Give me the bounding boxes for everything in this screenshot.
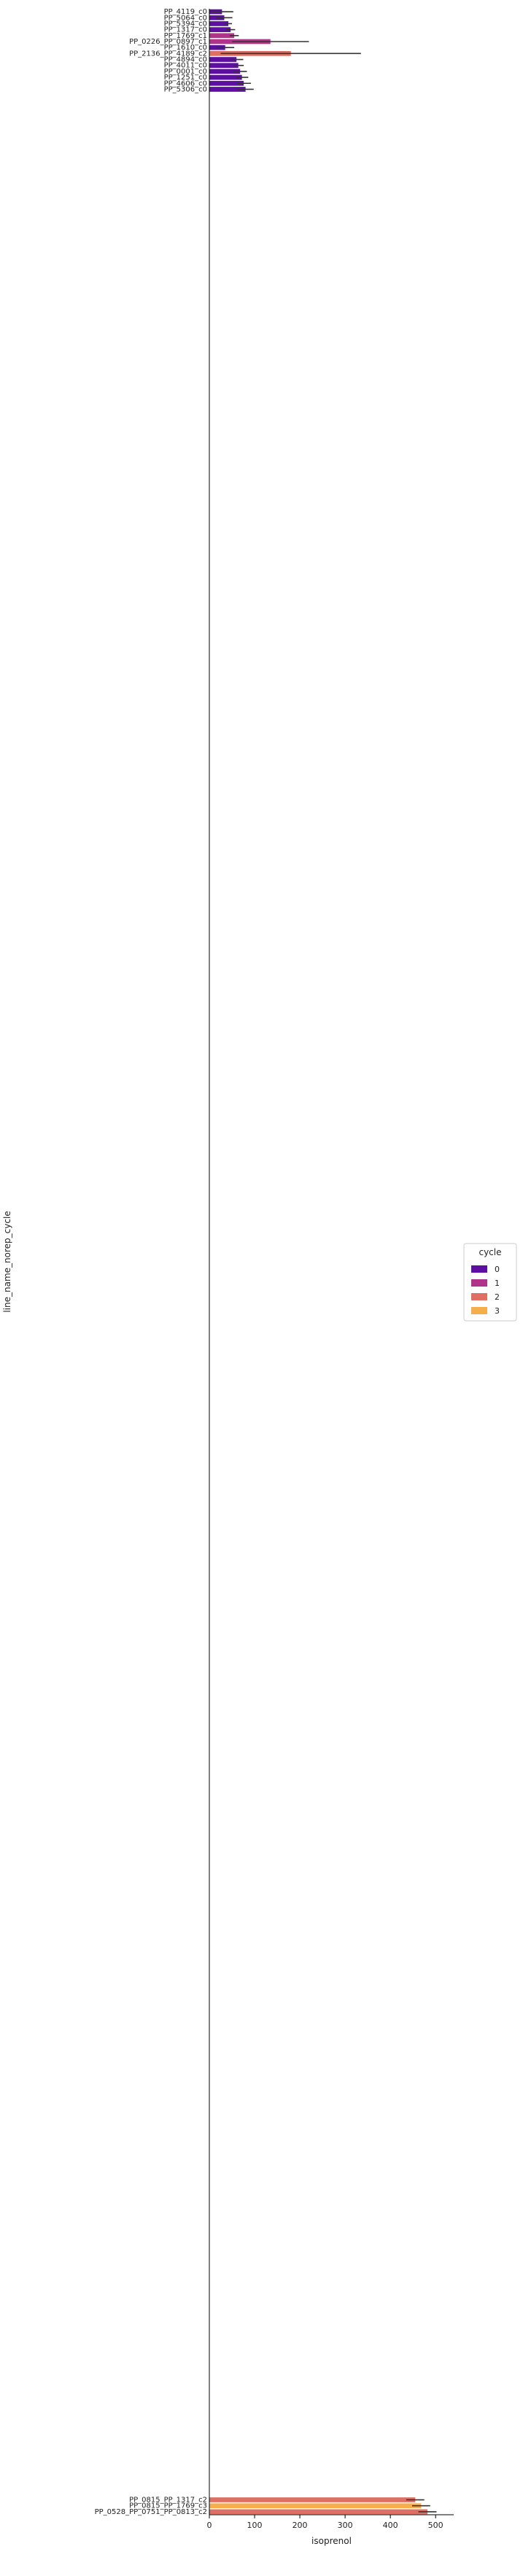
x-tick-label: 500 [428,2521,443,2530]
bar [209,2497,416,2502]
x-tick-label: 100 [247,2521,263,2530]
axes [209,9,454,2515]
y-tick-label: PP_5306_c0 [164,85,207,93]
y-tick-label: PP_0815_PP_1317_c2 [129,2497,207,2505]
y-tick-label: PP_5064_c0 [164,14,207,22]
y-axis-label: line_name_norep_cycle [2,1211,12,1312]
x-tick-label: 400 [383,2521,398,2530]
legend-swatch [471,1265,487,1273]
y-tick-label: PP_0226_PP_0897_c1 [129,38,207,46]
y-tick-label: PP_5394_c0 [164,20,207,28]
legend: cycle 0 1 2 3 [463,1243,517,1322]
bar [209,69,241,74]
bar [209,80,244,86]
y-tick-label: PP_4119_c0 [164,8,207,16]
legend-label: 1 [495,1279,500,1288]
bar [209,27,231,32]
legend-title: cycle [479,1247,501,1257]
y-tick-label: PP_1610_c0 [164,44,207,52]
y-tick-label: PP_0528_PP_0751_PP_0813_c2 [95,2508,207,2516]
bar [209,21,229,26]
legend-swatch [471,1279,487,1287]
y-tick-label: PP_1769_c1 [164,32,207,40]
legend-swatch [471,1307,487,1314]
bar [209,74,242,80]
bar [209,2509,428,2515]
legend-label: 0 [495,1265,500,1274]
legend-label: 2 [495,1292,500,1302]
y-tick-label: PP_2136_PP_4189_c2 [129,50,207,58]
bars-layer [209,9,437,2515]
bar [209,57,237,62]
tick-labels: PP_4119_c0PP_5064_c0PP_5394_c0PP_1317_c0… [95,8,443,2530]
x-axis-label: isoprenol [311,2536,352,2546]
legend-swatch [471,1293,487,1300]
y-tick-label: PP_4606_c0 [164,79,207,88]
legend-label: 3 [495,1306,500,1316]
bar [209,2503,422,2509]
bar [209,87,246,92]
bar [209,63,239,69]
y-tick-label: PP_4011_c0 [164,62,207,70]
bar [209,33,235,39]
y-tick-label: PP_0815_PP_1769_c3 [129,2502,207,2510]
x-tick-label: 300 [338,2521,353,2530]
legend-box [463,1243,517,1322]
y-tick-label: PP_1317_c0 [164,26,207,34]
y-tick-label: PP_4894_c0 [164,56,207,64]
y-tick-label: PP_0001_c0 [164,68,207,76]
x-tick-label: 200 [293,2521,308,2530]
y-tick-label: PP_1251_c0 [164,74,207,82]
x-tick-label: 0 [207,2521,212,2530]
